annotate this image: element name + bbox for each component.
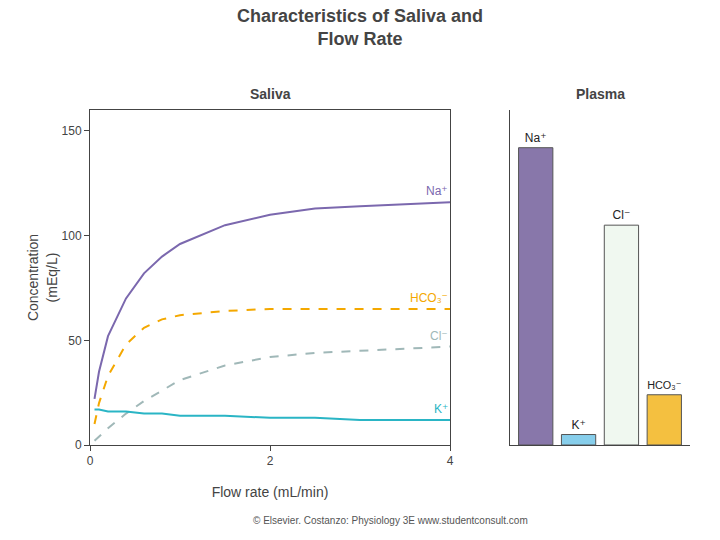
svg-text:K⁺: K⁺ xyxy=(571,418,585,432)
svg-text:Na⁺: Na⁺ xyxy=(426,184,448,198)
svg-text:0: 0 xyxy=(87,454,94,468)
svg-text:K⁺: K⁺ xyxy=(434,402,448,416)
svg-text:0: 0 xyxy=(75,438,82,452)
svg-text:Saliva: Saliva xyxy=(250,86,291,102)
svg-text:Concentration(mEq/L): Concentration(mEq/L) xyxy=(25,234,59,321)
svg-text:50: 50 xyxy=(68,334,82,348)
svg-text:4: 4 xyxy=(447,454,454,468)
svg-text:100: 100 xyxy=(62,229,82,243)
svg-text:Cl⁻: Cl⁻ xyxy=(613,208,631,222)
svg-text:2: 2 xyxy=(267,454,274,468)
svg-text:Flow rate (mL/min): Flow rate (mL/min) xyxy=(212,484,329,500)
svg-text:© Elsevier. Costanzo: Physiolo: © Elsevier. Costanzo: Physiology 3E www.… xyxy=(253,515,528,526)
svg-text:HCO₃⁻: HCO₃⁻ xyxy=(410,291,448,305)
svg-text:HCO₃⁻: HCO₃⁻ xyxy=(647,379,681,391)
svg-text:Characteristics of Saliva andF: Characteristics of Saliva andFlow Rate xyxy=(237,6,483,49)
svg-text:Cl⁻: Cl⁻ xyxy=(430,329,448,343)
svg-text:Na⁺: Na⁺ xyxy=(525,131,547,145)
svg-text:Plasma: Plasma xyxy=(576,86,625,102)
svg-text:150: 150 xyxy=(62,124,82,138)
